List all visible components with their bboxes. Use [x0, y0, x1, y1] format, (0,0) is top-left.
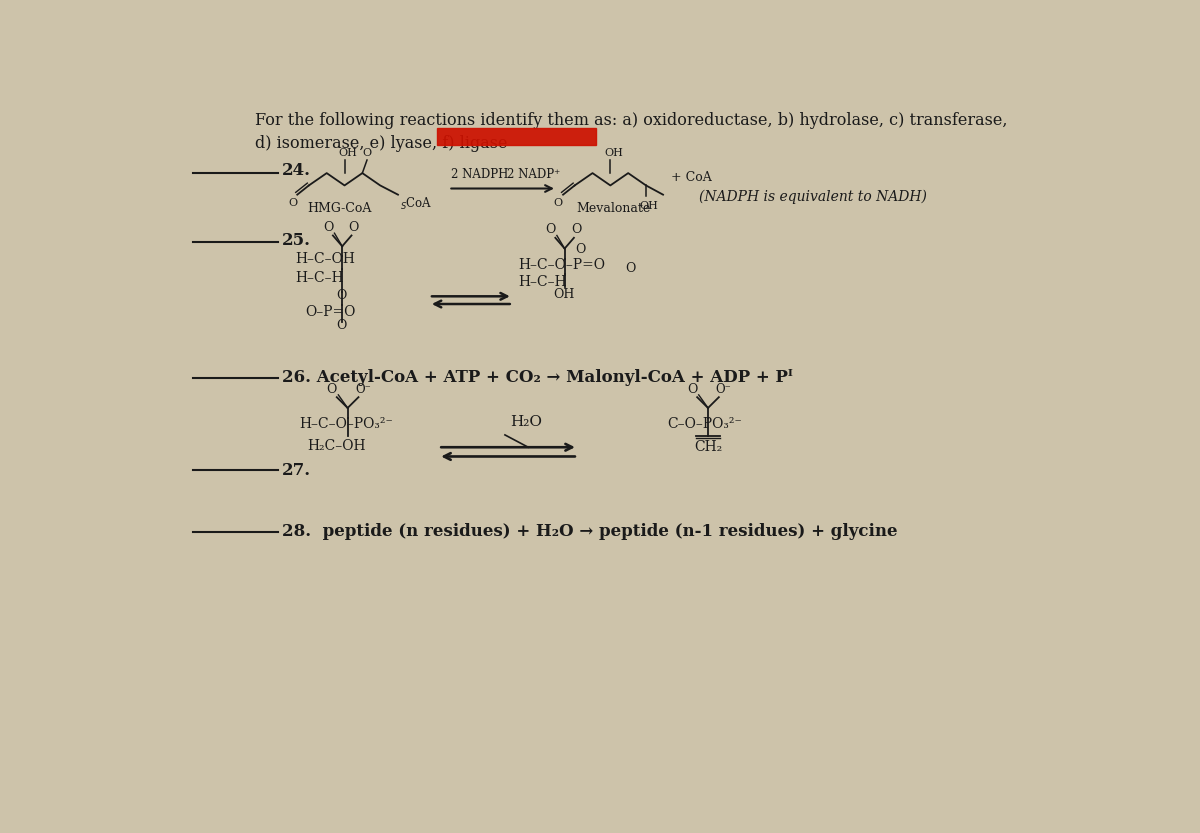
Text: + CoA: + CoA — [671, 171, 712, 184]
Text: OH: OH — [553, 288, 575, 301]
Text: Mevalonate: Mevalonate — [576, 202, 650, 215]
Text: H₂O: H₂O — [510, 415, 542, 429]
Text: For the following reactions identify them as: a) oxidoreductase, b) hydrolase, c: For the following reactions identify the… — [254, 112, 1007, 128]
Text: H–C–O–P=O: H–C–O–P=O — [518, 257, 605, 272]
Text: OH: OH — [640, 201, 659, 211]
Text: d) isomerase, e) lyase, f) ligase: d) isomerase, e) lyase, f) ligase — [254, 135, 508, 152]
Text: O: O — [553, 197, 562, 207]
Text: O: O — [625, 262, 636, 275]
Text: O: O — [336, 319, 347, 332]
Text: C–O–PO₃²⁻: C–O–PO₃²⁻ — [667, 417, 743, 431]
Text: H₂C–OH: H₂C–OH — [307, 438, 366, 452]
Text: 2 NADP⁺: 2 NADP⁺ — [508, 167, 560, 181]
Text: 26. Acetyl-CoA + ATP + CO₂ → Malonyl-CoA + ADP + Pᴵ: 26. Acetyl-CoA + ATP + CO₂ → Malonyl-CoA… — [282, 369, 793, 387]
Text: O: O — [576, 243, 586, 257]
Text: H–C–H: H–C–H — [518, 275, 566, 288]
Text: O: O — [288, 197, 298, 207]
Text: OH: OH — [604, 148, 623, 158]
Text: 27.: 27. — [282, 461, 311, 479]
Text: O: O — [362, 148, 372, 158]
Text: CH₂: CH₂ — [694, 440, 722, 454]
Text: (NADPH is equivalent to NADH): (NADPH is equivalent to NADH) — [698, 189, 926, 204]
Text: O: O — [323, 221, 334, 234]
Text: 24.: 24. — [282, 162, 311, 179]
Bar — [437, 128, 595, 145]
Text: H–C–O–PO₃²⁻: H–C–O–PO₃²⁻ — [300, 417, 394, 431]
Text: O⁻: O⁻ — [715, 382, 732, 396]
Text: O: O — [336, 288, 347, 302]
Text: O: O — [326, 382, 337, 396]
Text: O⁻: O⁻ — [355, 382, 371, 396]
Text: 28.  peptide (n residues) + H₂O → peptide (n-1 residues) + glycine: 28. peptide (n residues) + H₂O → peptide… — [282, 523, 898, 541]
Text: O: O — [348, 221, 359, 234]
Text: H–C–OH: H–C–OH — [295, 252, 355, 267]
Text: HMG-CoA: HMG-CoA — [307, 202, 372, 215]
Text: O–P=O: O–P=O — [305, 305, 355, 318]
Text: O: O — [545, 223, 556, 237]
Text: 25.: 25. — [282, 232, 311, 248]
Text: $_S$CoA: $_S$CoA — [400, 197, 432, 212]
Text: 2 NADPH: 2 NADPH — [451, 167, 508, 181]
Text: OH: OH — [338, 148, 358, 158]
Text: O: O — [688, 382, 697, 396]
Text: H–C–H: H–C–H — [295, 271, 344, 285]
Text: O: O — [571, 223, 581, 237]
